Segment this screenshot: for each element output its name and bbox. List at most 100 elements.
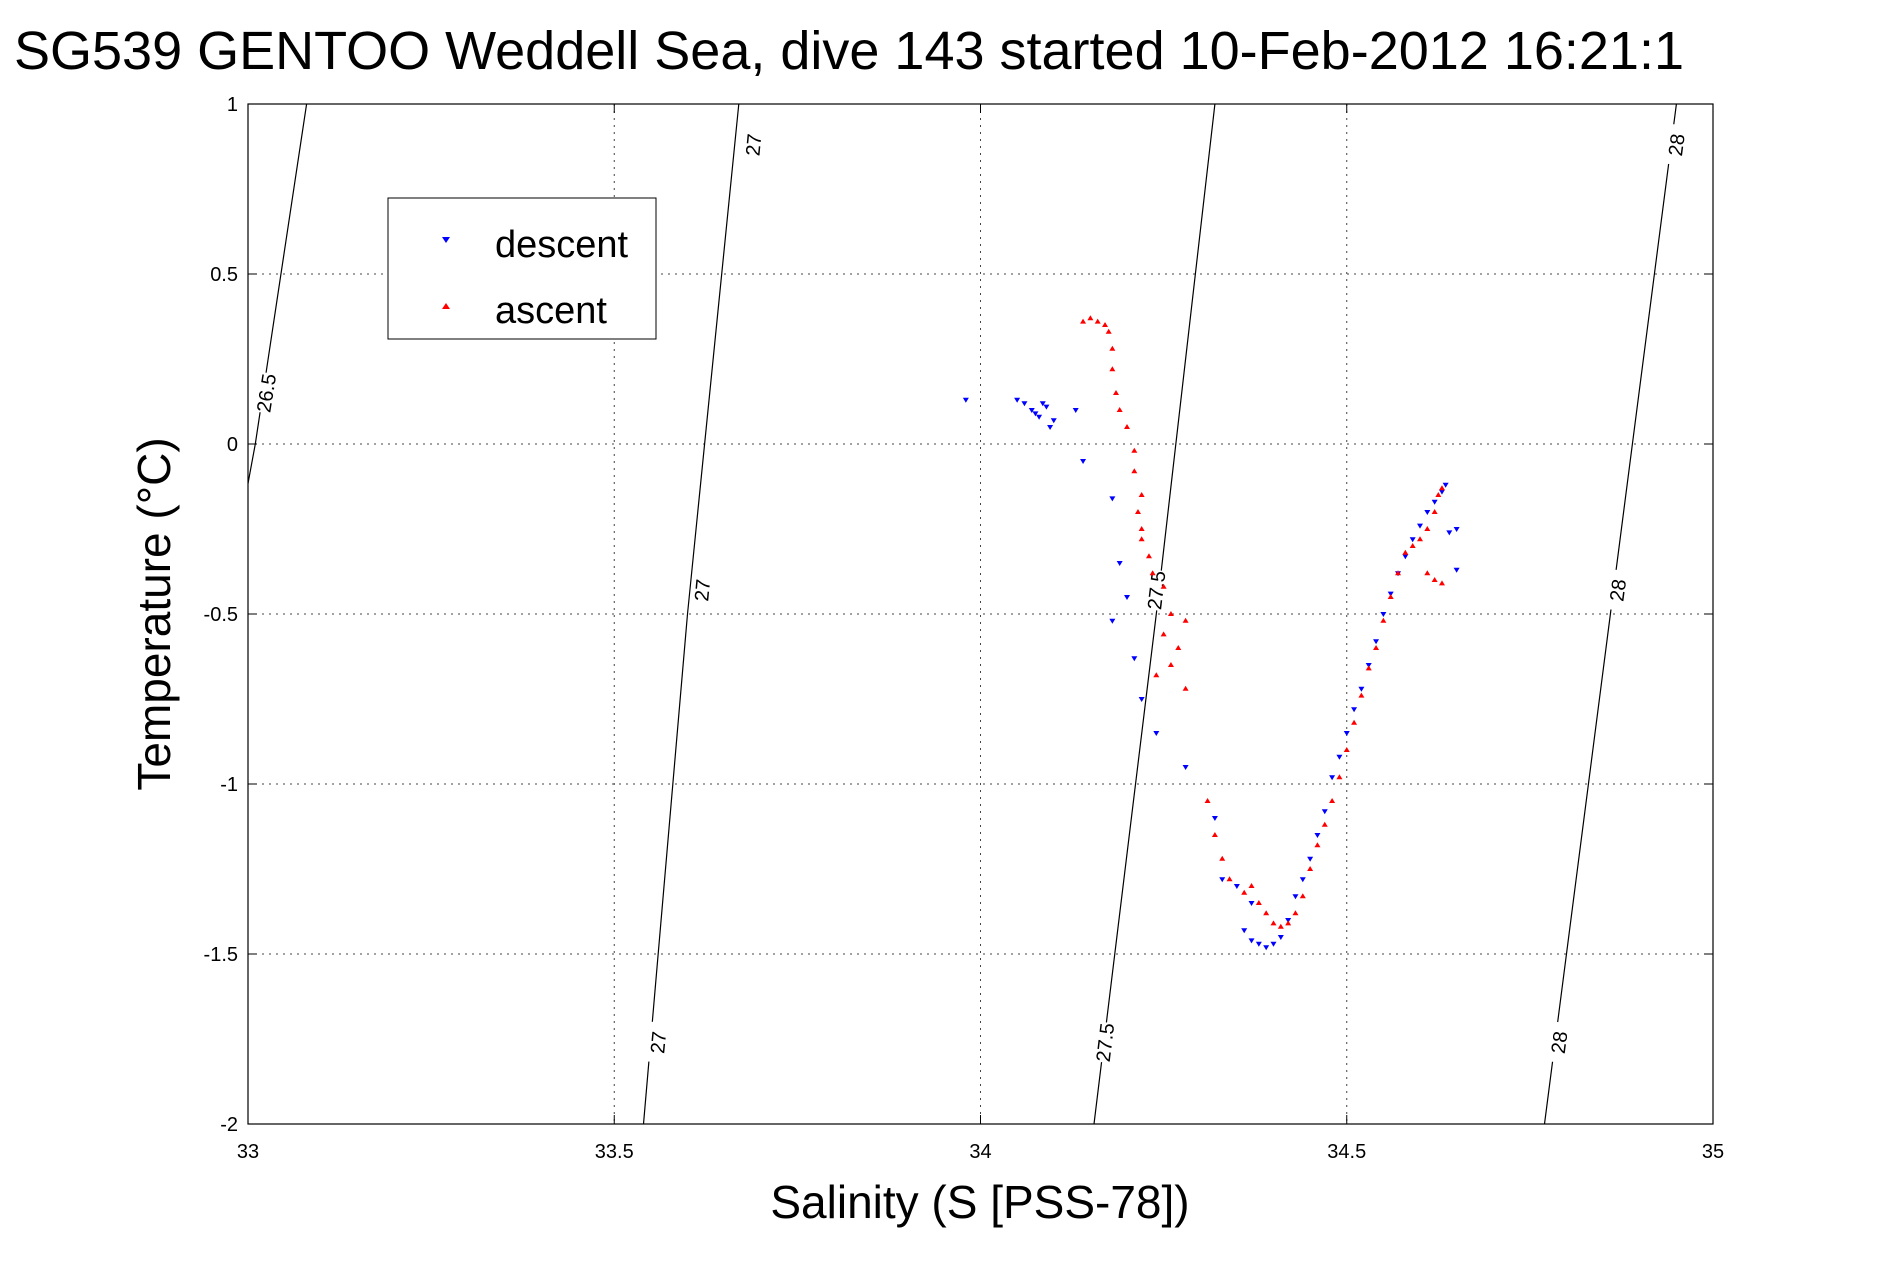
descent-point bbox=[1039, 401, 1046, 407]
descent-point bbox=[1263, 945, 1270, 951]
ascent-point bbox=[1149, 570, 1156, 576]
ascent-point bbox=[1402, 549, 1409, 555]
contour-label-background bbox=[740, 123, 767, 166]
contour-label-background bbox=[645, 1021, 672, 1064]
ascent-point bbox=[1167, 611, 1174, 616]
descent-point bbox=[1182, 765, 1189, 770]
descent-point bbox=[1307, 856, 1314, 862]
ascent-point bbox=[1431, 509, 1438, 514]
ascent-point bbox=[1211, 832, 1218, 837]
density-contour-line bbox=[1543, 104, 1677, 1124]
y-tick-label: -2 bbox=[220, 1114, 238, 1136]
ascent-point bbox=[1113, 390, 1120, 395]
y-tick-label: -0.5 bbox=[204, 604, 238, 626]
ascent-point bbox=[1409, 543, 1416, 548]
descent-point bbox=[1438, 489, 1445, 495]
ascent-point bbox=[1299, 893, 1306, 899]
descent-point bbox=[1014, 397, 1021, 403]
ascent-point bbox=[1080, 318, 1087, 324]
ascent-point bbox=[1167, 662, 1174, 667]
ascent-series bbox=[1080, 315, 1445, 929]
density-contour-label: 27 bbox=[647, 1030, 671, 1054]
ascent-point bbox=[1358, 692, 1365, 698]
density-contour-label: 28 bbox=[1548, 1030, 1573, 1055]
ascent-point bbox=[1365, 665, 1372, 671]
ascent-point bbox=[1116, 407, 1123, 412]
ascent-point bbox=[1329, 798, 1336, 803]
ascent-point bbox=[1321, 821, 1328, 827]
chart-title: SG539 GENTOO Weddell Sea, dive 143 start… bbox=[14, 21, 1684, 81]
descent-point bbox=[1233, 884, 1240, 889]
descent-point bbox=[1211, 816, 1218, 821]
descent-point bbox=[1402, 554, 1409, 560]
descent-point bbox=[1116, 561, 1123, 566]
contour-label-background bbox=[1604, 568, 1632, 612]
ascent-point bbox=[1343, 747, 1350, 752]
descent-point bbox=[1351, 707, 1358, 713]
descent-point bbox=[1241, 928, 1248, 934]
y-tick-label: -1.5 bbox=[204, 944, 238, 966]
x-tick-label: 34 bbox=[969, 1141, 991, 1163]
ascent-point bbox=[1435, 492, 1442, 497]
descent-point bbox=[1028, 408, 1035, 413]
contour-label-background bbox=[1091, 1021, 1119, 1064]
contour-label-background bbox=[1545, 1021, 1573, 1064]
ascent-point bbox=[1145, 553, 1152, 559]
ascent-point bbox=[1102, 322, 1109, 327]
ascent-point bbox=[1109, 345, 1116, 351]
descent-point bbox=[1446, 530, 1453, 536]
contour-label-background bbox=[1143, 569, 1170, 612]
descent-point bbox=[1424, 510, 1431, 515]
descent-point bbox=[1021, 401, 1028, 407]
descent-point bbox=[1036, 414, 1043, 420]
legend-descent-label: descent bbox=[495, 224, 629, 266]
ascent-point bbox=[1248, 883, 1255, 888]
ascent-point bbox=[1438, 485, 1445, 491]
contour-label-background bbox=[252, 371, 281, 415]
ascent-point bbox=[1387, 594, 1394, 599]
ascent-point bbox=[1424, 570, 1431, 576]
ascent-point bbox=[1160, 583, 1167, 589]
descent-point bbox=[1453, 527, 1460, 532]
ascent-point bbox=[1109, 366, 1116, 372]
descent-point bbox=[1321, 809, 1328, 815]
x-axis-label: Salinity (S [PSS-78]) bbox=[770, 1176, 1189, 1228]
ascent-point bbox=[1255, 900, 1262, 905]
x-tick-label: 34.5 bbox=[1327, 1141, 1366, 1163]
descent-point bbox=[1255, 941, 1262, 947]
density-contour-label: 28 bbox=[1665, 132, 1690, 157]
descent-point bbox=[1417, 523, 1423, 529]
ascent-point bbox=[1131, 447, 1138, 453]
density-contour-label: 27.5 bbox=[1144, 570, 1170, 611]
y-axis-label: Temperature (°C) bbox=[128, 437, 180, 790]
descent-point bbox=[1442, 482, 1449, 488]
descent-point bbox=[1072, 408, 1079, 413]
density-contours: 26.5 27 27 27 27.5 27.5 28 28 28 bbox=[248, 104, 1690, 1124]
descent-point bbox=[1292, 894, 1299, 900]
descent-point bbox=[1047, 425, 1054, 430]
density-contour-label: 28 bbox=[1606, 578, 1631, 603]
ascent-point bbox=[1153, 672, 1160, 678]
y-tick-label: 1 bbox=[227, 94, 238, 116]
descent-point bbox=[1314, 833, 1321, 838]
contour-label-background bbox=[1662, 123, 1690, 167]
descent-point bbox=[1277, 935, 1284, 940]
descent-series bbox=[962, 397, 1460, 951]
ascent-point bbox=[1307, 866, 1314, 871]
ascent-point bbox=[1124, 424, 1130, 429]
ascent-point bbox=[1094, 318, 1101, 324]
descent-point bbox=[1270, 941, 1277, 947]
ascent-point bbox=[1219, 855, 1226, 861]
ascent-point bbox=[1138, 492, 1145, 497]
density-contour-label: 27 bbox=[742, 133, 766, 157]
descent-point bbox=[1109, 618, 1116, 624]
x-tick-label: 33 bbox=[237, 1141, 259, 1163]
ascent-point bbox=[1336, 774, 1343, 780]
ascent-point bbox=[1182, 617, 1189, 623]
contour-label-background bbox=[689, 569, 715, 612]
density-contour-line bbox=[642, 104, 740, 1124]
ascent-point bbox=[1134, 509, 1141, 514]
descent-point bbox=[1431, 499, 1438, 505]
descent-point bbox=[1043, 404, 1050, 410]
y-tick-label: 0 bbox=[227, 434, 238, 456]
